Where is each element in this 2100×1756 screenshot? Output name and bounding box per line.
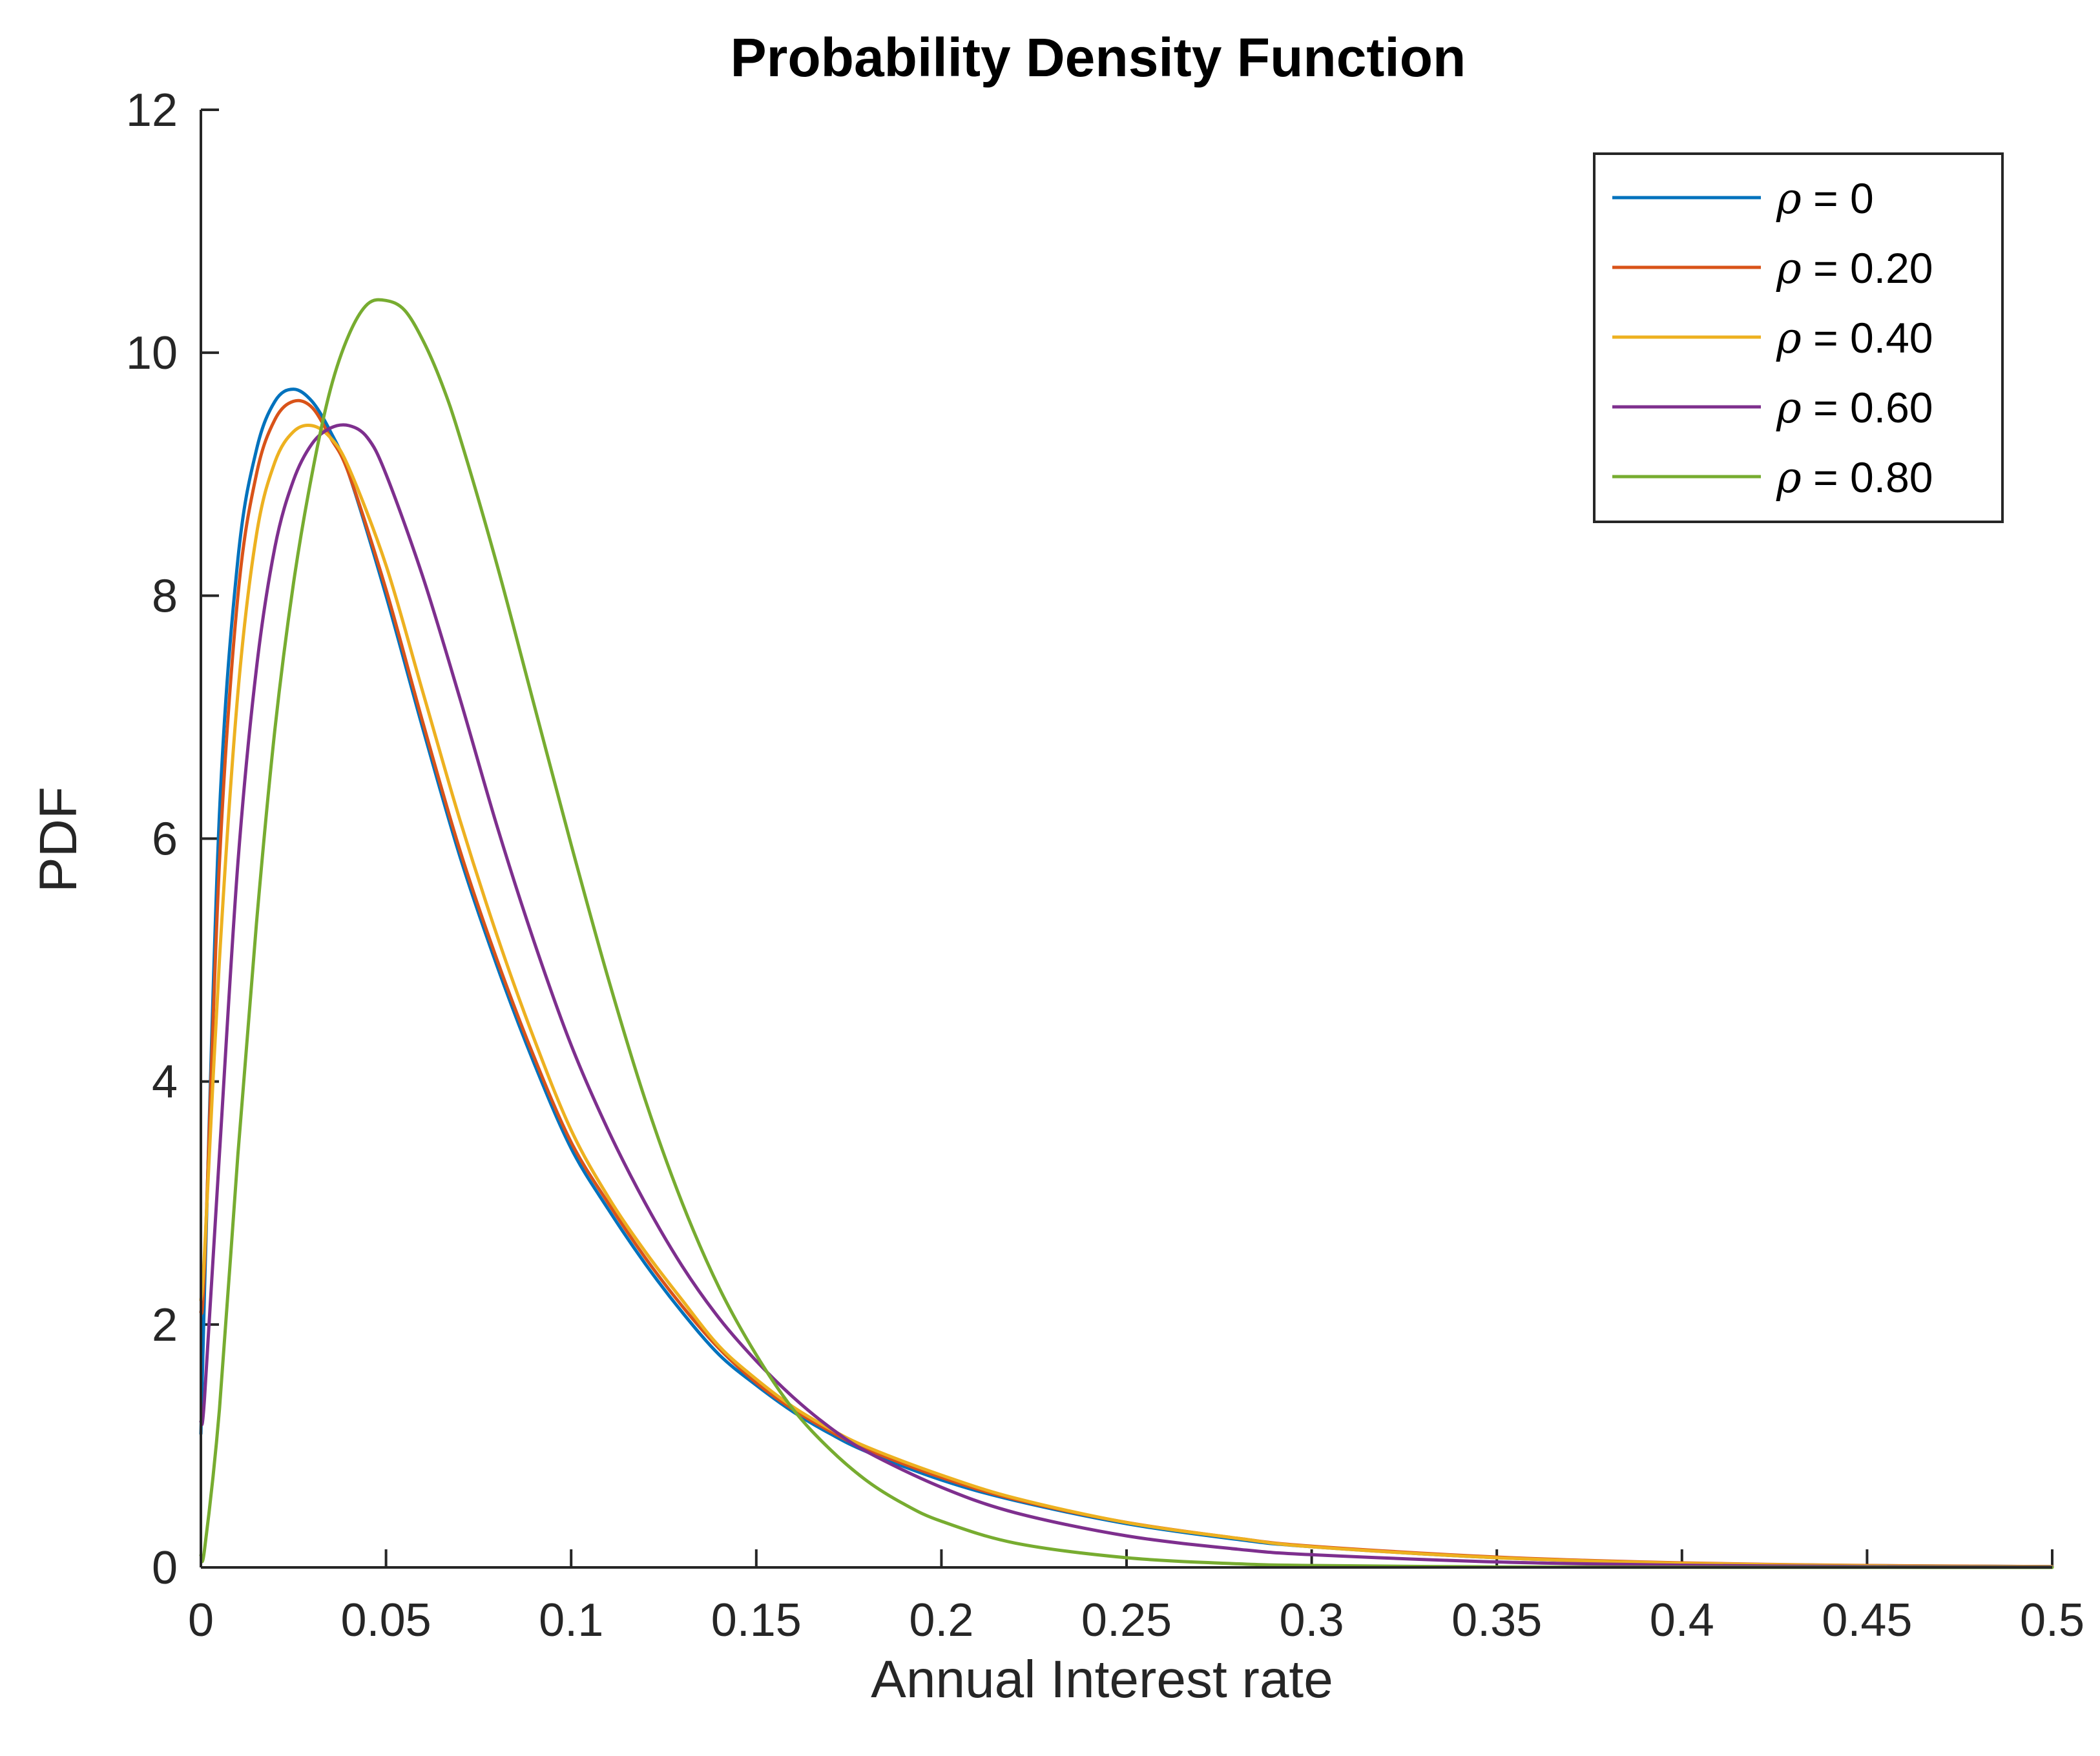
x-tick-label: 0.45 [1822, 1595, 1912, 1646]
legend-rho-symbol: ρ [1776, 453, 1802, 502]
series-lines [199, 298, 2054, 1569]
legend-rho-symbol: ρ [1776, 383, 1802, 433]
x-tick-label: 0.4 [1650, 1595, 1714, 1646]
legend-rho-symbol: ρ [1776, 313, 1802, 363]
y-tick-label: 2 [152, 1299, 178, 1351]
legend: ρ = 0ρ = 0.20ρ = 0.40ρ = 0.60ρ = 0.80 [1593, 152, 2004, 523]
x-tick-label: 0.3 [1280, 1595, 1344, 1646]
y-tick-label: 6 [152, 814, 178, 865]
axes [200, 110, 2052, 1569]
chart-title: Probability Density Function [731, 27, 1466, 88]
y-tick-label: 10 [126, 327, 178, 379]
series-line-2 [199, 423, 2054, 1569]
legend-value: = 0.40 [1802, 314, 1933, 362]
x-tick-label: 0.35 [1451, 1595, 1542, 1646]
series-line-0 [199, 387, 2054, 1569]
legend-value: = 0.20 [1802, 244, 1933, 292]
y-tick-label: 8 [152, 570, 178, 622]
x-tick-label: 0.05 [341, 1595, 431, 1646]
x-axis-label: Annual Interest rate [871, 1650, 1333, 1709]
x-tick-label: 0.5 [2020, 1595, 2084, 1646]
series-line-1 [199, 398, 2054, 1569]
x-axis-ticks: 0 0.05 0.1 0.15 0.2 0.25 0.3 0.35 0.4 0.45 0.5 [188, 1549, 2084, 1646]
legend-label-1: ρ = 0.20 [1776, 243, 1933, 293]
legend-value: = 0.80 [1802, 453, 1933, 501]
x-tick-label: 0.2 [909, 1595, 973, 1646]
x-tick-label: 0.15 [711, 1595, 802, 1646]
legend-value: = 0.60 [1802, 384, 1933, 431]
legend-label-4: ρ = 0.80 [1776, 453, 1933, 502]
x-tick-label: 0.1 [539, 1595, 603, 1646]
y-axis-label: PDF [29, 787, 88, 893]
legend-rho-symbol: ρ [1776, 174, 1802, 223]
y-tick-label: 4 [152, 1057, 178, 1108]
legend-value: = 0 [1802, 174, 1874, 222]
y-tick-label: 0 [152, 1542, 178, 1594]
y-axis-ticks: 0 2 4 6 8 10 12 [126, 85, 219, 1594]
x-tick-label: 0.25 [1081, 1595, 1172, 1646]
x-tick-label: 0 [188, 1595, 214, 1646]
legend-label-3: ρ = 0.60 [1776, 383, 1933, 433]
y-tick-label: 12 [126, 85, 178, 136]
legend-label-0: ρ = 0 [1776, 174, 1874, 223]
legend-rho-symbol: ρ [1776, 243, 1802, 293]
legend-label-2: ρ = 0.40 [1776, 313, 1933, 363]
series-line-4 [199, 298, 2054, 1569]
series-line-3 [199, 423, 2054, 1569]
